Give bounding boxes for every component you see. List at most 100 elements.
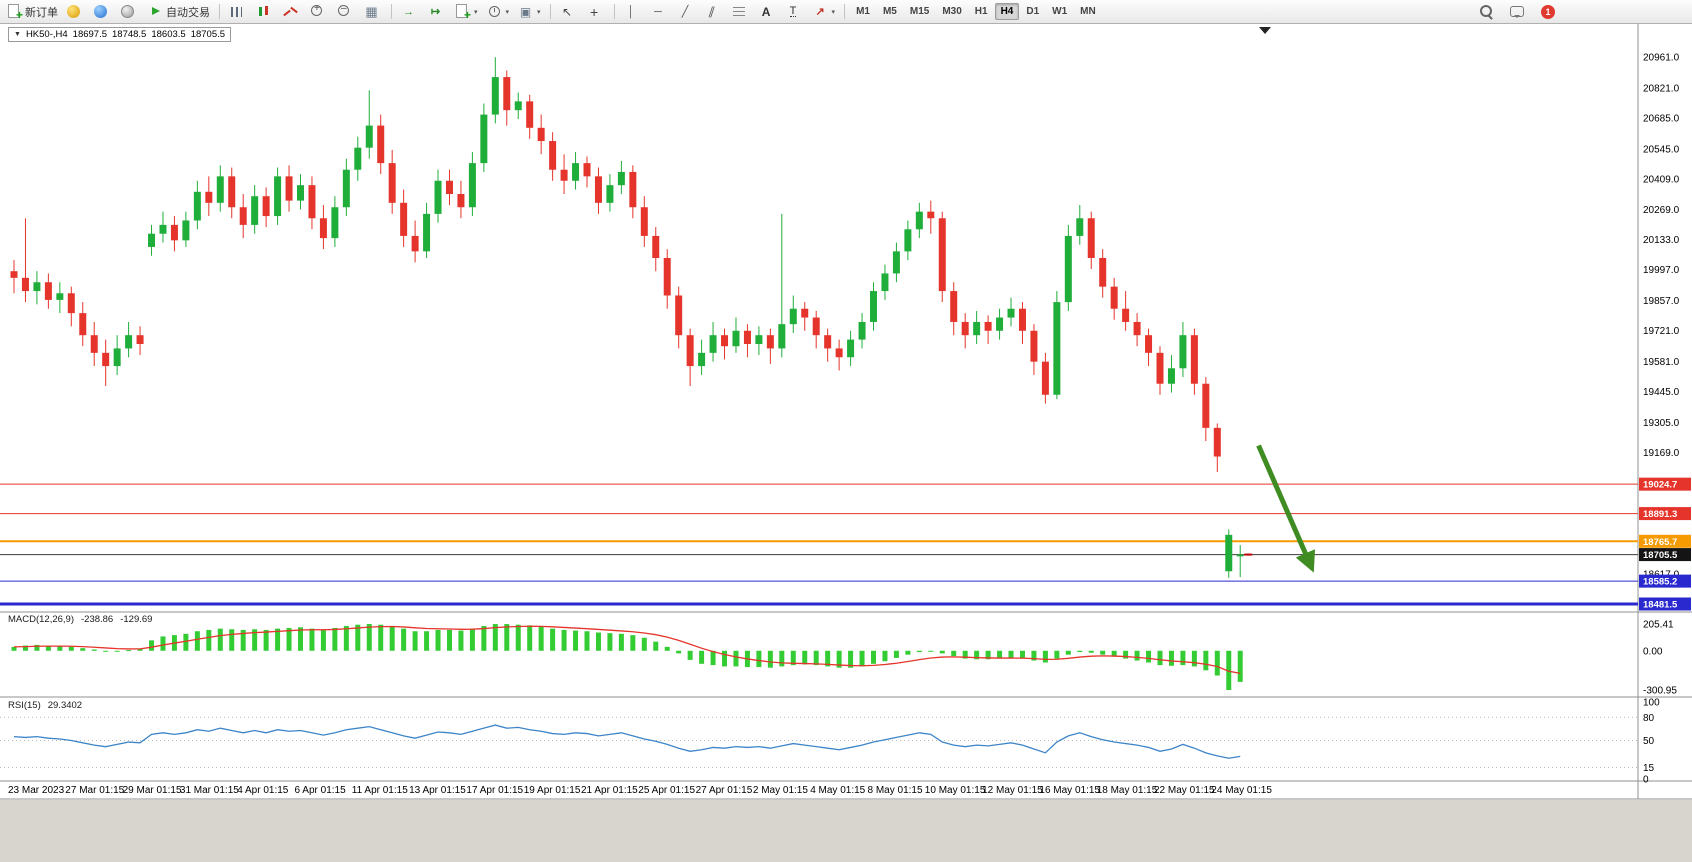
crosshair-icon: [587, 4, 602, 19]
svg-text:27 Apr 01:15: 27 Apr 01:15: [696, 785, 753, 796]
rsi-value: 29.3402: [47, 700, 83, 711]
line-chart-icon: [283, 4, 298, 19]
timeframe-m15-button[interactable]: M15: [909, 6, 930, 17]
svg-text:21 Apr 01:15: 21 Apr 01:15: [581, 785, 638, 796]
svg-text:80: 80: [1643, 713, 1655, 724]
svg-text:19997.0: 19997.0: [1643, 265, 1680, 276]
svg-text:4 May 01:15: 4 May 01:15: [810, 785, 865, 796]
line-chart-button[interactable]: [279, 1, 305, 23]
text-icon: [759, 4, 774, 19]
timeframe-h4-button[interactable]: H4: [994, 3, 1020, 20]
community-button[interactable]: [117, 1, 143, 23]
timeframe-m5-button[interactable]: M5: [882, 6, 897, 17]
svg-text:20409.0: 20409.0: [1643, 174, 1680, 185]
svg-text:20269.0: 20269.0: [1643, 205, 1680, 216]
svg-text:29 Mar 01:15: 29 Mar 01:15: [123, 785, 182, 796]
one-click-collapse-icon[interactable]: ▼: [14, 31, 21, 38]
chart-shift-marker[interactable]: [1259, 27, 1271, 34]
bar-chart-button[interactable]: [225, 1, 251, 23]
price-tag-18585.2: [1639, 574, 1691, 588]
timeframe-m30-button[interactable]: M30: [942, 6, 962, 17]
arrows-dropdown-caret-icon[interactable]: ▾: [831, 8, 836, 16]
timeframe-mn-button[interactable]: MN: [1080, 6, 1096, 17]
timeframe-w1-button[interactable]: W1: [1052, 6, 1068, 17]
svg-text:18 May 01:15: 18 May 01:15: [1097, 785, 1158, 796]
svg-text:16 May 01:15: 16 May 01:15: [1039, 785, 1100, 796]
svg-text:19445.0: 19445.0: [1643, 387, 1680, 398]
tile-windows-button[interactable]: [360, 1, 386, 23]
macd-main-value: -238.86: [81, 614, 114, 625]
crosshair-button[interactable]: [583, 1, 609, 23]
toolbar-separator: [613, 4, 615, 19]
rsi-name: RSI(15): [8, 700, 41, 711]
price-scale: 20961.0 20821.0 20685.0 20545.0 20409.0 20269…: [1639, 53, 1691, 786]
zoom-in-button[interactable]: [306, 1, 332, 23]
cursor-button[interactable]: [556, 1, 582, 23]
zoom-out-button[interactable]: [333, 1, 359, 23]
auto-scroll-icon: [401, 4, 416, 19]
svg-text:20545.0: 20545.0: [1643, 144, 1680, 155]
toolbar-separator: [391, 4, 392, 19]
chart-close-value: 18705.5: [190, 29, 226, 40]
chart-title-box: ▼ HK50-,H4 18697.5 18748.5 18603.5 18705…: [8, 27, 232, 42]
arrows-button[interactable]: ▾: [809, 1, 840, 23]
new-chart-button[interactable]: ▾: [451, 1, 482, 23]
trend-arrow-object[interactable]: [1256, 444, 1316, 573]
horizontal-line-button[interactable]: [647, 1, 673, 23]
svg-text:19721.0: 19721.0: [1643, 326, 1680, 337]
svg-text:0.00: 0.00: [1643, 646, 1663, 657]
new-order-button[interactable]: 新订单: [3, 1, 62, 23]
auto-scroll-button[interactable]: [397, 1, 423, 23]
chart-canvas[interactable]: 20961.0 20821.0 20685.0 20545.0 20409.0 20269…: [0, 24, 1692, 800]
svg-text:19 Apr 01:15: 19 Apr 01:15: [524, 785, 581, 796]
deposit-button[interactable]: [63, 1, 89, 23]
templates-dropdown-caret-icon[interactable]: ▾: [537, 8, 541, 16]
chart-window: 20961.0 20821.0 20685.0 20545.0 20409.0 20269…: [0, 24, 1692, 800]
chart-open-value: 18697.5: [72, 29, 107, 40]
svg-text:27 Mar 01:15: 27 Mar 01:15: [65, 785, 124, 796]
chat-button[interactable]: [1506, 1, 1532, 23]
timeframe-d1-button[interactable]: D1: [1026, 6, 1040, 17]
text-label-icon: [786, 4, 801, 19]
svg-text:19305.0: 19305.0: [1643, 418, 1680, 429]
main-toolbar: 新订单 自动交易 ▾ ▾ ▾ ▾ M1 M5 M15 M30 H1 H4 D1 W1 MN 1: [0, 0, 1692, 24]
notifications-button[interactable]: 1: [1537, 1, 1563, 23]
chart-high-value: 18748.5: [112, 29, 147, 40]
arrows-icon: [813, 4, 828, 19]
web-terminal-button[interactable]: [90, 1, 116, 23]
text-button[interactable]: [755, 1, 781, 23]
svg-text:19581.0: 19581.0: [1643, 357, 1680, 368]
trendline-button[interactable]: [674, 1, 700, 23]
timeframe-h1-button[interactable]: H1: [974, 6, 988, 17]
timeframe-m1-button[interactable]: M1: [856, 6, 870, 17]
svg-text:15: 15: [1643, 763, 1655, 774]
toolbar-right-groups: 1: [1475, 1, 1563, 23]
periods-dropdown-caret-icon[interactable]: ▾: [505, 8, 510, 16]
equidistant-channel-button[interactable]: [701, 1, 727, 23]
chart-shift-icon: [428, 4, 443, 19]
candlestick-chart-button[interactable]: [252, 1, 278, 23]
zoom-out-icon: [337, 3, 352, 19]
tile-windows-icon: [364, 4, 379, 19]
search-icon: [1479, 4, 1494, 19]
horizontal-line-objects: [0, 483, 1638, 606]
autotrading-label: 自动交易: [166, 6, 210, 19]
svg-text:205.41: 205.41: [1643, 620, 1674, 631]
fibonacci-icon: [732, 4, 747, 19]
svg-text:23 Mar 2023: 23 Mar 2023: [8, 785, 65, 796]
chart-shift-button[interactable]: [424, 1, 450, 23]
notifications-icon: 1: [1541, 4, 1555, 19]
equidistant-channel-icon: [705, 4, 720, 19]
macd-name: MACD(12,26,9): [8, 614, 74, 625]
svg-text:12 May 01:15: 12 May 01:15: [982, 785, 1043, 796]
templates-button[interactable]: ▾: [514, 1, 545, 23]
autotrading-button[interactable]: 自动交易: [144, 1, 214, 23]
periods-button[interactable]: ▾: [483, 1, 514, 23]
fibonacci-button[interactable]: [728, 1, 754, 23]
vertical-line-button[interactable]: [620, 1, 646, 23]
bar-chart-icon: [229, 4, 244, 19]
text-label-button[interactable]: [782, 1, 808, 23]
new-chart-dropdown-caret-icon[interactable]: ▾: [474, 8, 478, 16]
search-button[interactable]: [1475, 1, 1501, 23]
